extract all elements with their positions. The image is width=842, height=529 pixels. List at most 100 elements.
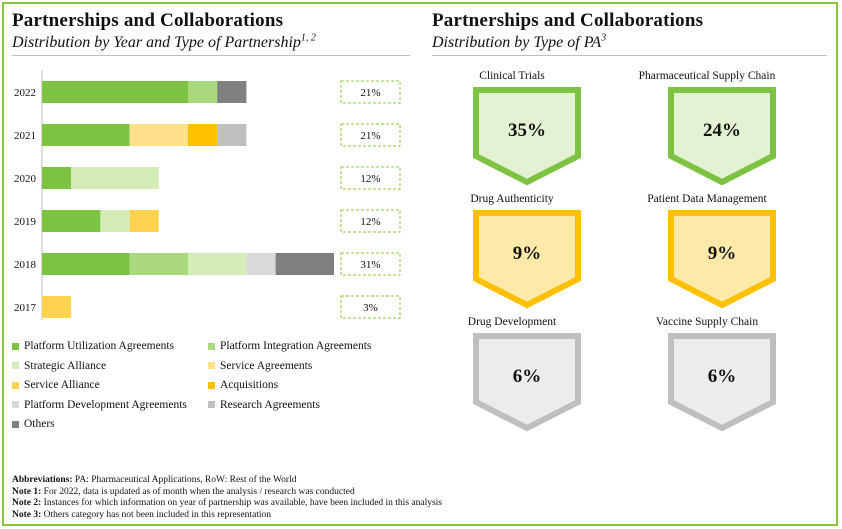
percent-box: [340, 209, 401, 233]
legend-swatch: [12, 401, 19, 408]
bar-segment: [42, 253, 130, 275]
footnote-text: For 2022, data is updated as of month wh…: [41, 486, 355, 497]
footnote-label: Note 2:: [12, 498, 42, 508]
bar-segment: [217, 81, 247, 103]
percent-label: 3%: [363, 302, 378, 314]
pa-item-value: 9%: [707, 243, 737, 264]
pa-item: Drug Development 6%: [437, 316, 587, 446]
legend-item: Strategic Alliance: [12, 360, 106, 372]
bar-segment: [246, 253, 276, 275]
bar-segment: [129, 210, 159, 232]
legend-swatch: [12, 362, 19, 369]
bar-segment: [275, 253, 334, 275]
bar-segment: [188, 124, 218, 146]
legend-swatch: [208, 401, 215, 408]
percent-box: [340, 166, 401, 190]
legend-item: Platform Development Agreements: [12, 399, 187, 411]
right-title-rule: [432, 55, 827, 56]
pa-item: Drug Authenticity 9%: [437, 193, 587, 323]
legend-label: Platform Utilization Agreements: [24, 340, 175, 352]
pa-item-label: Drug Authenticity: [470, 193, 554, 205]
percent-label: 12%: [360, 216, 380, 228]
pentagon-outline: [668, 333, 776, 432]
pa-item-value: 6%: [512, 366, 542, 387]
footnote-line: Note 3: Others category has not been inc…: [12, 510, 442, 522]
bar-segment: [42, 296, 72, 318]
percent-label: 21%: [360, 87, 380, 99]
legend-label: Service Alliance: [24, 379, 100, 391]
legend-label: Service Agreements: [220, 359, 313, 372]
pentagon-outline: [668, 210, 776, 309]
y-tick-label: 2017: [14, 302, 37, 314]
pa-item-value: 24%: [703, 120, 741, 141]
pa-item: Clinical Trials 35%: [437, 70, 587, 200]
pa-pentagon-shape: [668, 333, 776, 432]
pentagon-outline: [473, 333, 581, 432]
pa-item-value: 35%: [508, 120, 546, 141]
pa-item: Vaccine Supply Chain 6%: [632, 316, 782, 446]
bar-segment: [188, 81, 218, 103]
legend-label: Platform Integration Agreements: [220, 340, 372, 352]
right-title: Partnerships and Collaborations: [432, 10, 704, 31]
footnote-line: Abbreviations: PA: Pharmaceutical Applic…: [12, 475, 442, 487]
percent-label: 21%: [360, 130, 380, 142]
bar-segment: [217, 124, 247, 146]
footnote-label: Note 3:: [12, 509, 42, 520]
pa-pentagon-shape: [668, 87, 776, 186]
bar-segment: [42, 81, 188, 103]
legend-swatch: [12, 342, 19, 350]
y-tick-label: 2021: [14, 130, 36, 142]
pa-item-label: Pharmaceutical Supply Chain: [638, 70, 776, 82]
legend-item: Others: [12, 418, 55, 430]
left-title: Partnerships and Collaborations: [12, 10, 284, 31]
bar-segment: [129, 253, 188, 275]
right-subtitle-text: Distribution by Type of PA: [432, 34, 602, 51]
bar-segment: [42, 210, 101, 232]
bar-segment: [188, 253, 247, 275]
legend-label: Acquisitions: [220, 379, 279, 391]
pa-pentagon-shape: [668, 210, 776, 309]
footnote-text: Instances for which information on year …: [41, 498, 443, 508]
percent-box: [340, 295, 401, 319]
legend-swatch: [208, 362, 215, 369]
pa-item: Pharmaceutical Supply Chain 24%: [632, 70, 782, 200]
footnote-line: Note 2: Instances for which information …: [12, 498, 442, 510]
pentagon-outline: [668, 87, 776, 186]
bar-segment: [42, 167, 72, 189]
footnotes: Abbreviations: PA: Pharmaceutical Applic…: [12, 475, 442, 521]
bar-segment: [100, 210, 130, 232]
left-subtitle-text: Distribution by Year and Type of Partner…: [12, 34, 301, 51]
legend-swatch: [208, 342, 215, 350]
legend-item: Research Agreements: [208, 399, 320, 411]
pa-item-label: Clinical Trials: [479, 70, 545, 82]
legend-label: Others: [24, 418, 55, 430]
footnote-text: PA: Pharmaceutical Applications, RoW: Re…: [72, 475, 297, 485]
legend-item: Platform Integration Agreements: [208, 340, 371, 352]
legend-swatch: [208, 381, 215, 389]
pentagon-outline: [473, 87, 581, 186]
pa-item-value: 6%: [707, 366, 737, 387]
legend-swatch: [12, 420, 19, 428]
y-tick-label: 2020: [14, 173, 37, 185]
y-tick-label: 2018: [14, 259, 37, 271]
y-tick-label: 2022: [14, 87, 36, 99]
percent-label: 31%: [360, 259, 380, 271]
y-tick-label: 2019: [14, 216, 37, 228]
pa-item-label: Drug Development: [467, 316, 557, 328]
legend-item: Service Alliance: [12, 379, 100, 391]
pentagon-outline: [473, 210, 581, 309]
left-subtitle: Distribution by Year and Type of Partner…: [12, 33, 316, 52]
pa-item: Patient Data Management 9%: [632, 193, 782, 323]
footnote-line: Note 1: For 2022, data is updated as of …: [12, 487, 442, 499]
legend-label: Platform Development Agreements: [24, 398, 187, 411]
footnote-label: Abbreviations:: [12, 475, 73, 485]
footnote-text: Others category has not been included in…: [41, 509, 272, 520]
pa-item-value: 9%: [512, 243, 542, 264]
left-title-rule: [12, 55, 410, 56]
percent-box: [340, 123, 401, 147]
pa-item-label: Vaccine Supply Chain: [655, 316, 759, 328]
legend-swatch: [12, 381, 19, 389]
legend-item: Platform Utilization Agreements: [12, 340, 174, 352]
bar-segment: [71, 167, 159, 189]
pa-pentagon-shape: [473, 210, 581, 309]
